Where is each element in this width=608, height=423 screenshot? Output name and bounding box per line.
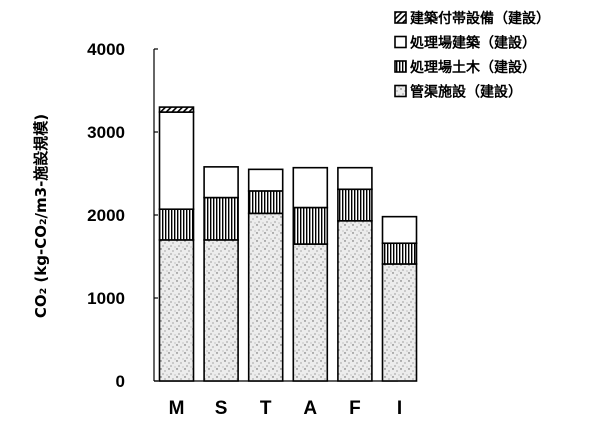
legend-label: 処理場土木（建設）	[409, 59, 536, 76]
y-tick-label: 4000	[87, 40, 125, 59]
bar-segment	[292, 243, 329, 382]
y-tick-label: 2000	[87, 206, 125, 225]
x-tick-label: M	[169, 398, 185, 419]
y-tick-label: 3000	[87, 123, 125, 142]
bar-segment	[158, 106, 195, 113]
y-axis-title: CO₂ (kg-CO₂/m3-施設規模)	[32, 114, 50, 318]
legend-swatch	[394, 35, 407, 49]
y-tick-label: 0	[116, 372, 125, 391]
bar-segment	[203, 166, 239, 199]
x-tick-label: S	[215, 398, 228, 419]
bar-segment	[381, 242, 418, 265]
bar-segment	[337, 188, 373, 222]
bar-segment	[292, 206, 329, 245]
x-tick-label: I	[397, 398, 402, 419]
bar-segment	[292, 166, 329, 209]
bar-segment	[337, 166, 373, 191]
bar-segment	[337, 220, 373, 382]
bars-layer	[158, 106, 418, 382]
y-tick-label: 1000	[87, 289, 125, 308]
legend-label: 処理場建築（建設）	[409, 35, 536, 52]
bar-segment	[381, 215, 418, 245]
bar-segment	[247, 212, 284, 382]
legend-label: 建築付帯設備（建設）	[410, 10, 550, 27]
bar-segment	[158, 239, 195, 382]
bar-segment	[247, 168, 284, 192]
bar-segment	[203, 196, 239, 241]
x-tick-label: F	[349, 398, 361, 419]
legend-swatch	[394, 84, 407, 98]
bar-segment	[247, 190, 284, 215]
legend: 建築付帯設備（建設） 処理場建築（建設） 処理場土木（建設） 管渠施設（建設）	[394, 10, 550, 101]
legend-swatch	[394, 60, 407, 73]
bar-segment	[381, 263, 418, 382]
bar-segment	[158, 111, 195, 210]
axis-layer: 0 1000 2000 3000 4000	[87, 40, 398, 391]
legend-swatch	[394, 11, 407, 24]
x-tick-label: T	[260, 398, 272, 419]
bar-segment	[158, 208, 195, 241]
x-tick-label: A	[303, 398, 317, 419]
legend-label: 管渠施設（建設）	[410, 84, 522, 101]
bar-segment	[203, 239, 239, 382]
